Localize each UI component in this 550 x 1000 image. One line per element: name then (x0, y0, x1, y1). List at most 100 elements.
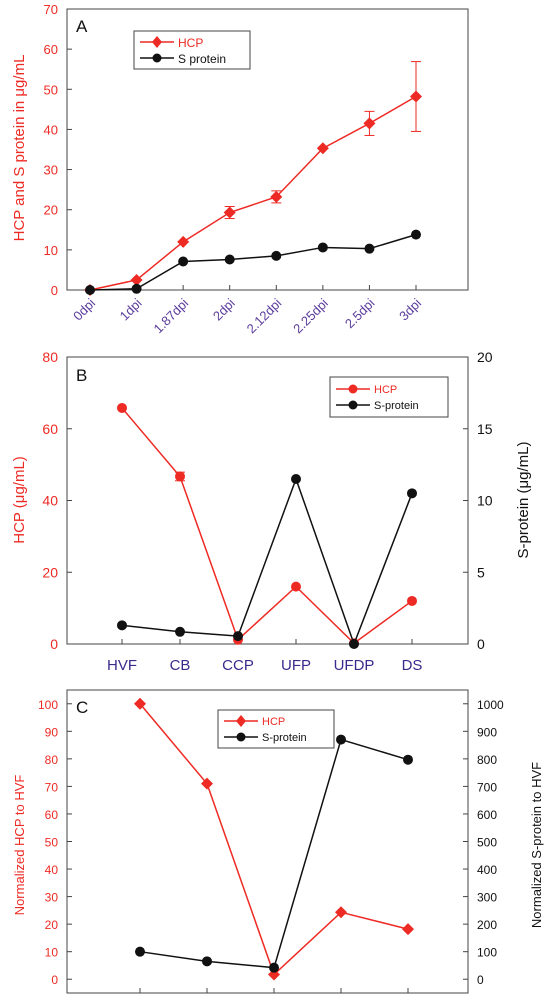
data-point-s-protein (271, 250, 282, 261)
y-tick-label-left: 40 (44, 122, 58, 137)
data-point-s-protein (411, 229, 421, 240)
y-axis-label-left: HCP (μg/mL) (11, 456, 28, 544)
y-tick-label-left: 60 (45, 808, 59, 822)
data-point-s-protein (178, 256, 189, 267)
y-tick-label-left: 100 (38, 698, 58, 712)
y-tick-label-left: 60 (42, 421, 58, 437)
x-tick-label: HVF (107, 657, 137, 674)
y-tick-label-left: 50 (44, 82, 58, 97)
y-tick-label-right: 400 (477, 863, 497, 877)
y-tick-label-left: 20 (42, 564, 58, 580)
data-point-s-protein (233, 631, 243, 642)
legend-box (133, 30, 251, 70)
data-point-s-protein (85, 285, 95, 295)
data-point-s-protein (175, 626, 185, 637)
data-point-hcp (117, 402, 127, 413)
data-point-hcp (134, 697, 146, 710)
data-point-s-protein (317, 242, 328, 253)
y-tick-label-left: 10 (44, 243, 58, 258)
y-tick-label-left: 20 (45, 918, 59, 932)
y-tick-label-left: 20 (44, 203, 58, 218)
panel-c: C Normalized HCP to HVF Normalized S-pro… (12, 689, 544, 994)
data-point-s-protein (407, 488, 417, 499)
y-axis-label-left: Normalized HCP to HVF (12, 775, 27, 916)
plot-frame (66, 8, 469, 291)
legend-marker-s-protein (348, 400, 358, 410)
legend-box (217, 709, 335, 749)
y-tick-label-right: 200 (477, 918, 497, 932)
panel-letter: A (76, 17, 88, 36)
legend: HCP S protein (133, 30, 251, 70)
y-tick-label-left: 60 (44, 42, 58, 57)
data-point-s-protein (135, 946, 145, 957)
y-tick-label-left: 80 (45, 753, 59, 767)
y-tick-label-left: 70 (45, 780, 59, 794)
y-tick-label-right: 900 (477, 725, 497, 739)
y-tick-label-right: 0 (477, 973, 484, 987)
y-tick-label-right: 700 (477, 780, 497, 794)
y-tick-label-left: 30 (44, 163, 58, 178)
data-point-hcp (177, 235, 190, 248)
data-point-hcp (335, 906, 347, 919)
data-point-s-protein (269, 962, 279, 973)
series-line-s-protein (89, 233, 417, 291)
y-tick-label-right: 100 (477, 946, 497, 960)
data-point-hcp (270, 190, 283, 203)
data-point-s-protein (349, 639, 359, 649)
panel-a: A HCP and S protein in μg/mL HCP S prote… (11, 2, 469, 336)
data-point-hcp (363, 117, 376, 130)
series-line-s-protein (139, 738, 409, 969)
data-point-hcp (130, 273, 143, 286)
y-tick-label-left: 90 (45, 725, 59, 739)
legend-label-s-protein: S-protein (262, 732, 307, 744)
y-axis-label-left: HCP and S protein in μg/mL (11, 55, 28, 242)
y-tick-label-left: 10 (45, 946, 59, 960)
legend-label-hcp: HCP (178, 36, 203, 50)
x-tick-label: CCP (222, 657, 254, 674)
y-tick-label-left: 0 (50, 636, 58, 652)
series-line-hcp (121, 407, 413, 645)
y-tick-label-left: 70 (44, 2, 58, 17)
data-point-hcp (407, 595, 417, 606)
y-tick-label-right: 20 (477, 349, 493, 365)
legend-label-s-protein: S protein (178, 52, 226, 66)
legend-box (329, 376, 449, 418)
legend: HCP S-protein (329, 376, 449, 418)
legend-marker-hcp (348, 384, 358, 394)
y-tick-label-left: 80 (42, 349, 58, 365)
y-axis-label-right: Normalized S-protein to HVF (529, 762, 544, 928)
y-tick-label-left: 40 (42, 493, 58, 509)
y-tick-label-right: 0 (477, 636, 485, 652)
x-tick-label: 2.12dpi (244, 295, 285, 336)
y-tick-label-right: 300 (477, 891, 497, 905)
x-tick-label: 2.25dpi (290, 295, 331, 336)
x-tick-label: UFP (281, 657, 311, 674)
legend-label-hcp: HCP (262, 716, 285, 728)
y-tick-label-right: 1000 (477, 698, 504, 712)
data-point-hcp (402, 923, 414, 936)
data-point-hcp (316, 142, 329, 155)
panel-b: B HCP (μg/mL) S-protein (μg/mL) HCP S-pr… (11, 349, 532, 674)
y-tick-label-right: 5 (477, 564, 485, 580)
panel-letter: C (76, 698, 88, 717)
y-tick-label-left: 0 (51, 973, 58, 987)
data-point-s-protein (224, 254, 235, 265)
series-line-hcp (89, 95, 417, 291)
data-point-hcp (410, 90, 422, 103)
y-tick-label-right: 600 (477, 808, 497, 822)
data-point-s-protein (291, 473, 301, 484)
panel-letter: B (76, 366, 87, 385)
x-tick-label: CB (170, 657, 191, 674)
data-point-hcp (175, 471, 185, 482)
legend-label-hcp: HCP (374, 384, 397, 396)
y-tick-label-right: 500 (477, 836, 497, 850)
y-tick-label-right: 15 (477, 421, 493, 437)
legend-marker-s-protein (236, 732, 246, 742)
x-tick-label: DS (402, 657, 423, 674)
y-tick-label-left: 30 (45, 891, 59, 905)
data-point-s-protein (364, 243, 375, 254)
legend: HCP S-protein (217, 709, 335, 749)
x-tick-label: UFDP (334, 657, 375, 674)
data-point-hcp (291, 581, 301, 592)
